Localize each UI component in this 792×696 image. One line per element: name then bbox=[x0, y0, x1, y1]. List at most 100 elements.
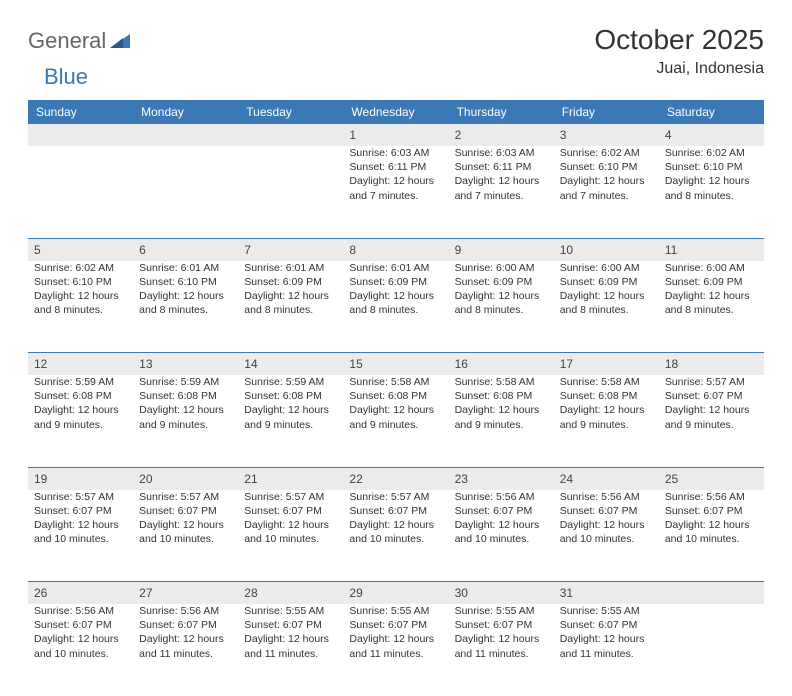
sunrise-line: Sunrise: 5:55 AM bbox=[244, 604, 337, 618]
daylight-line: Daylight: 12 hours and 10 minutes. bbox=[349, 518, 442, 546]
day-number-cell bbox=[659, 582, 764, 605]
day-cell: Sunrise: 5:58 AMSunset: 6:08 PMDaylight:… bbox=[343, 375, 448, 467]
day-cell bbox=[133, 146, 238, 238]
day-cell: Sunrise: 5:55 AMSunset: 6:07 PMDaylight:… bbox=[449, 604, 554, 696]
daylight-line: Daylight: 12 hours and 9 minutes. bbox=[349, 403, 442, 431]
day-number-cell: 6 bbox=[133, 238, 238, 261]
daylight-line: Daylight: 12 hours and 10 minutes. bbox=[244, 518, 337, 546]
sunset-line: Sunset: 6:10 PM bbox=[34, 275, 127, 289]
sunset-line: Sunset: 6:10 PM bbox=[560, 160, 653, 174]
month-title: October 2025 bbox=[594, 24, 764, 56]
detail-row: Sunrise: 5:57 AMSunset: 6:07 PMDaylight:… bbox=[28, 490, 764, 582]
day-number: 30 bbox=[455, 586, 468, 600]
day-cell: Sunrise: 6:03 AMSunset: 6:11 PMDaylight:… bbox=[449, 146, 554, 238]
day-number-cell: 13 bbox=[133, 353, 238, 376]
day-number: 5 bbox=[34, 243, 41, 257]
day-number: 26 bbox=[34, 586, 47, 600]
day-number-cell: 21 bbox=[238, 467, 343, 490]
sunset-line: Sunset: 6:07 PM bbox=[665, 504, 758, 518]
day-cell: Sunrise: 6:00 AMSunset: 6:09 PMDaylight:… bbox=[449, 261, 554, 353]
day-number-cell bbox=[28, 124, 133, 146]
location-label: Juai, Indonesia bbox=[594, 60, 764, 78]
day-number: 12 bbox=[34, 357, 47, 371]
day-cell: Sunrise: 6:00 AMSunset: 6:09 PMDaylight:… bbox=[659, 261, 764, 353]
day-cell: Sunrise: 5:59 AMSunset: 6:08 PMDaylight:… bbox=[28, 375, 133, 467]
sunrise-line: Sunrise: 5:57 AM bbox=[665, 375, 758, 389]
sunrise-line: Sunrise: 6:01 AM bbox=[349, 261, 442, 275]
day-number: 14 bbox=[244, 357, 257, 371]
daylight-line: Daylight: 12 hours and 9 minutes. bbox=[665, 403, 758, 431]
day-cell bbox=[28, 146, 133, 238]
logo: General bbox=[28, 24, 132, 54]
sunset-line: Sunset: 6:07 PM bbox=[455, 504, 548, 518]
sunrise-line: Sunrise: 5:59 AM bbox=[139, 375, 232, 389]
day-number-cell: 4 bbox=[659, 124, 764, 146]
day-number: 21 bbox=[244, 472, 257, 486]
day-number: 3 bbox=[560, 128, 567, 142]
daylight-line: Daylight: 12 hours and 8 minutes. bbox=[244, 289, 337, 317]
sunrise-line: Sunrise: 5:57 AM bbox=[349, 490, 442, 504]
day-number-cell: 16 bbox=[449, 353, 554, 376]
sunset-line: Sunset: 6:07 PM bbox=[139, 618, 232, 632]
sunset-line: Sunset: 6:10 PM bbox=[665, 160, 758, 174]
detail-row: Sunrise: 6:03 AMSunset: 6:11 PMDaylight:… bbox=[28, 146, 764, 238]
sunset-line: Sunset: 6:08 PM bbox=[560, 389, 653, 403]
day-number-cell: 11 bbox=[659, 238, 764, 261]
day-cell: Sunrise: 5:56 AMSunset: 6:07 PMDaylight:… bbox=[133, 604, 238, 696]
sunrise-line: Sunrise: 5:58 AM bbox=[455, 375, 548, 389]
day-number-cell: 18 bbox=[659, 353, 764, 376]
sunrise-line: Sunrise: 6:00 AM bbox=[560, 261, 653, 275]
daylight-line: Daylight: 12 hours and 11 minutes. bbox=[139, 632, 232, 660]
daylight-line: Daylight: 12 hours and 11 minutes. bbox=[244, 632, 337, 660]
sunrise-line: Sunrise: 5:58 AM bbox=[560, 375, 653, 389]
day-cell: Sunrise: 5:57 AMSunset: 6:07 PMDaylight:… bbox=[343, 490, 448, 582]
detail-row: Sunrise: 5:56 AMSunset: 6:07 PMDaylight:… bbox=[28, 604, 764, 696]
day-cell: Sunrise: 5:58 AMSunset: 6:08 PMDaylight:… bbox=[449, 375, 554, 467]
daylight-line: Daylight: 12 hours and 10 minutes. bbox=[560, 518, 653, 546]
day-number-cell bbox=[238, 124, 343, 146]
sunset-line: Sunset: 6:07 PM bbox=[665, 389, 758, 403]
day-cell bbox=[659, 604, 764, 696]
day-cell: Sunrise: 6:00 AMSunset: 6:09 PMDaylight:… bbox=[554, 261, 659, 353]
day-number: 29 bbox=[349, 586, 362, 600]
day-number-cell: 10 bbox=[554, 238, 659, 261]
daylight-line: Daylight: 12 hours and 8 minutes. bbox=[560, 289, 653, 317]
sunset-line: Sunset: 6:07 PM bbox=[349, 504, 442, 518]
calendar-body: 1234Sunrise: 6:03 AMSunset: 6:11 PMDayli… bbox=[28, 124, 764, 696]
daylight-line: Daylight: 12 hours and 8 minutes. bbox=[455, 289, 548, 317]
daylight-line: Daylight: 12 hours and 7 minutes. bbox=[560, 174, 653, 202]
sunset-line: Sunset: 6:11 PM bbox=[349, 160, 442, 174]
day-cell bbox=[238, 146, 343, 238]
day-number-cell: 29 bbox=[343, 582, 448, 605]
day-number-cell: 28 bbox=[238, 582, 343, 605]
sunrise-line: Sunrise: 5:59 AM bbox=[34, 375, 127, 389]
day-cell: Sunrise: 6:02 AMSunset: 6:10 PMDaylight:… bbox=[554, 146, 659, 238]
title-block: October 2025 Juai, Indonesia bbox=[594, 24, 764, 78]
day-header: Tuesday bbox=[238, 100, 343, 124]
day-cell: Sunrise: 6:01 AMSunset: 6:10 PMDaylight:… bbox=[133, 261, 238, 353]
sunset-line: Sunset: 6:08 PM bbox=[349, 389, 442, 403]
day-cell: Sunrise: 5:55 AMSunset: 6:07 PMDaylight:… bbox=[238, 604, 343, 696]
sunset-line: Sunset: 6:07 PM bbox=[34, 504, 127, 518]
sunrise-line: Sunrise: 5:56 AM bbox=[139, 604, 232, 618]
day-cell: Sunrise: 5:56 AMSunset: 6:07 PMDaylight:… bbox=[28, 604, 133, 696]
day-number: 1 bbox=[349, 128, 356, 142]
daylight-line: Daylight: 12 hours and 10 minutes. bbox=[34, 632, 127, 660]
day-number-cell bbox=[133, 124, 238, 146]
day-number-cell: 2 bbox=[449, 124, 554, 146]
day-header: Wednesday bbox=[343, 100, 448, 124]
sunset-line: Sunset: 6:07 PM bbox=[560, 618, 653, 632]
calendar-page: General October 2025 Juai, Indonesia Blu… bbox=[0, 0, 792, 696]
day-cell: Sunrise: 5:56 AMSunset: 6:07 PMDaylight:… bbox=[659, 490, 764, 582]
day-number: 7 bbox=[244, 243, 251, 257]
sunrise-line: Sunrise: 5:56 AM bbox=[34, 604, 127, 618]
day-number: 22 bbox=[349, 472, 362, 486]
day-cell: Sunrise: 5:55 AMSunset: 6:07 PMDaylight:… bbox=[554, 604, 659, 696]
day-number-cell: 19 bbox=[28, 467, 133, 490]
daylight-line: Daylight: 12 hours and 8 minutes. bbox=[665, 174, 758, 202]
sunset-line: Sunset: 6:09 PM bbox=[244, 275, 337, 289]
calendar-table: SundayMondayTuesdayWednesdayThursdayFrid… bbox=[28, 100, 764, 696]
day-header-row: SundayMondayTuesdayWednesdayThursdayFrid… bbox=[28, 100, 764, 124]
day-number-cell: 26 bbox=[28, 582, 133, 605]
daylight-line: Daylight: 12 hours and 8 minutes. bbox=[139, 289, 232, 317]
